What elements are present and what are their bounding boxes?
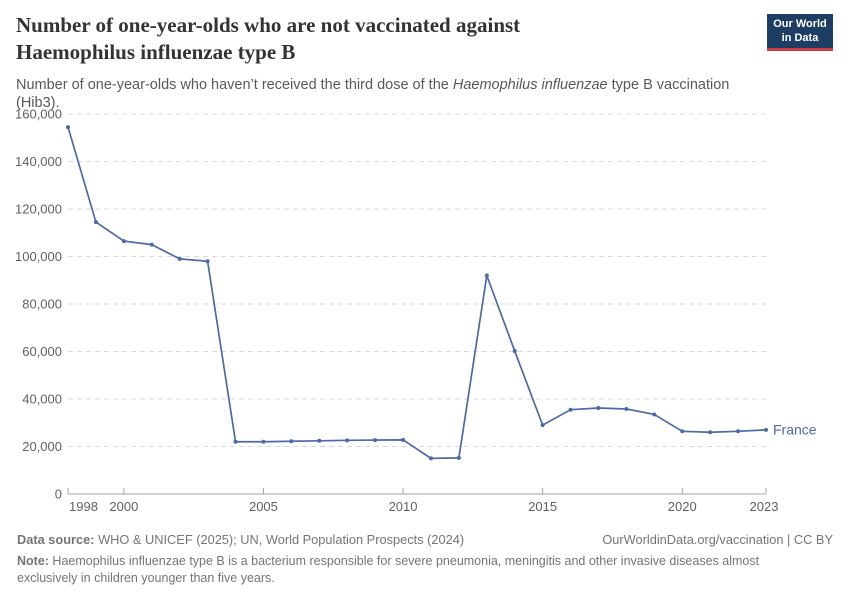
footer-source-row: Data source: WHO & UNICEF (2025); UN, Wo… — [17, 532, 833, 548]
data-point — [317, 438, 322, 443]
data-point — [233, 439, 238, 444]
owid-logo[interactable]: Our World in Data — [767, 14, 833, 51]
data-source-label: Data source: — [17, 532, 95, 547]
data-point — [345, 438, 350, 443]
data-point — [289, 439, 294, 444]
x-tick-label: 1998 — [69, 499, 98, 514]
x-tick-label: 2015 — [528, 499, 557, 514]
data-point — [66, 125, 70, 130]
data-point — [401, 437, 406, 442]
data-point — [149, 242, 154, 247]
x-tick-label: 2020 — [668, 499, 697, 514]
data-point — [373, 438, 378, 443]
owid-logo-line2: in Data — [781, 31, 819, 44]
data-point — [205, 259, 210, 264]
data-point — [568, 407, 573, 412]
data-point — [177, 256, 182, 261]
data-point — [540, 423, 545, 428]
series-label-france: France — [773, 421, 817, 437]
x-tick-label: 2000 — [109, 499, 138, 514]
data-point — [764, 427, 768, 432]
y-tick-label: 120,000 — [15, 202, 62, 217]
chart-header: Number of one-year-olds who are not vacc… — [16, 12, 750, 112]
owid-logo-line1: Our World — [773, 18, 827, 30]
x-tick-label: 2005 — [249, 499, 278, 514]
page-title-line1: Number of one-year-olds who are not vacc… — [16, 13, 521, 37]
subtitle-italic-text: Haemophilus influenzae — [452, 77, 608, 93]
x-tick-label: 2023 — [750, 499, 779, 514]
chart-note-label: Note: — [17, 554, 49, 568]
data-point — [93, 220, 98, 225]
chart-footer: Data source: WHO & UNICEF (2025); UN, Wo… — [17, 532, 833, 586]
data-point — [121, 239, 126, 244]
x-tick-label: 2010 — [389, 499, 418, 514]
y-tick-label: 60,000 — [22, 344, 62, 359]
page-title-line2: Haemophilus influenzae type B — [16, 40, 296, 64]
data-point — [456, 455, 461, 460]
chart-note: Note: Haemophilus influenzae type B is a… — [17, 553, 772, 586]
y-tick-label: 100,000 — [15, 249, 62, 264]
subtitle-text-end: type B vaccination (Hib3). — [16, 77, 730, 111]
data-point — [708, 430, 713, 435]
subtitle-text: Number of one-year-olds who haven’t rece… — [16, 77, 453, 93]
data-point — [596, 406, 601, 411]
y-tick-label: 80,000 — [22, 297, 62, 312]
data-source: Data source: WHO & UNICEF (2025); UN, Wo… — [17, 532, 464, 548]
y-tick-label: 20,000 — [22, 439, 62, 454]
data-point — [261, 439, 266, 444]
data-point — [428, 456, 433, 461]
y-tick-label: 140,000 — [15, 154, 62, 169]
y-tick-label: 40,000 — [22, 392, 62, 407]
page-title: Number of one-year-olds who are not vacc… — [16, 12, 750, 66]
y-tick-label: 0 — [55, 487, 62, 502]
data-point — [652, 412, 657, 417]
attribution-link[interactable]: OurWorldinData.org/vaccination | CC BY — [602, 532, 833, 547]
data-point — [680, 429, 685, 434]
chart-note-value: Haemophilus influenzae type B is a bacte… — [17, 554, 760, 585]
data-source-value: WHO & UNICEF (2025); UN, World Populatio… — [94, 532, 465, 547]
data-point — [484, 273, 489, 278]
chart-subtitle: Number of one-year-olds who haven’t rece… — [16, 76, 750, 112]
data-point — [512, 349, 517, 354]
y-tick-label: 160,000 — [15, 107, 62, 122]
data-point — [624, 406, 629, 411]
series-line-france — [67, 126, 767, 460]
data-point — [736, 429, 741, 434]
